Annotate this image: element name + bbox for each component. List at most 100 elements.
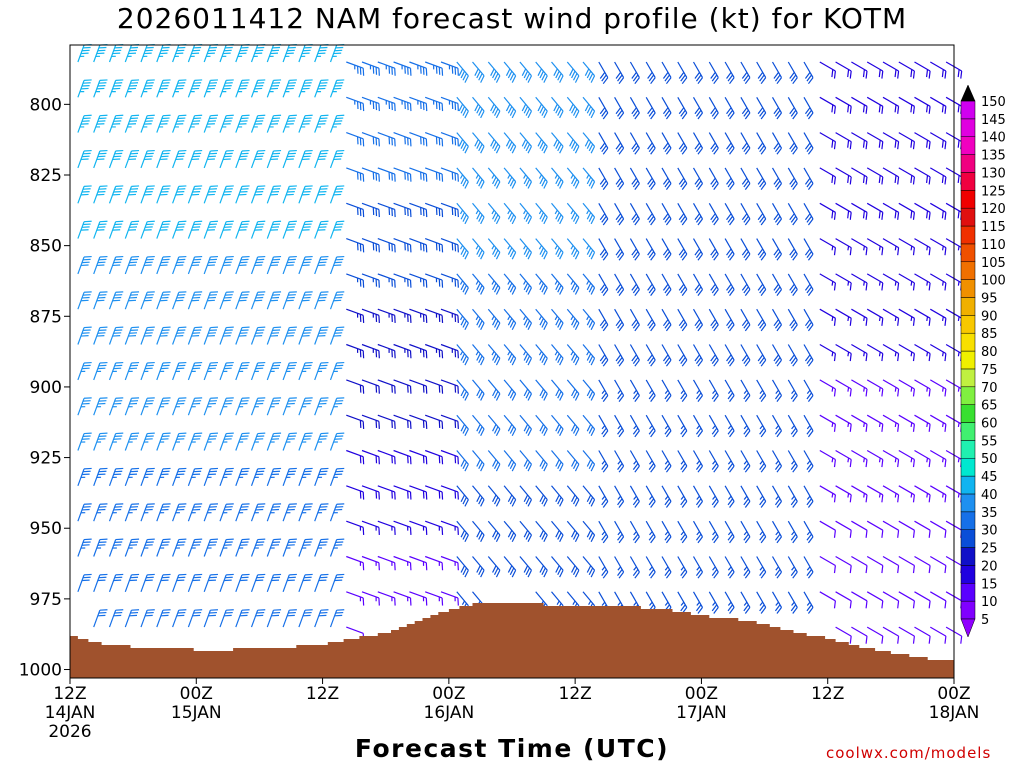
wind-barb: [551, 273, 564, 295]
wind-barb: [866, 449, 884, 468]
x-tick-label: 00Z: [685, 684, 718, 704]
colorbar-label: 140: [981, 131, 1006, 146]
wind-barb: [614, 273, 625, 296]
wind-barb: [250, 79, 266, 98]
wind-barb: [108, 573, 124, 593]
wind-barb: [835, 555, 852, 574]
wind-barb: [503, 520, 517, 543]
wind-barb: [614, 97, 625, 120]
wind-barb: [535, 344, 548, 366]
wind-barb: [914, 591, 931, 609]
wind-barb: [677, 238, 688, 261]
y-tick-label: 850: [30, 237, 62, 257]
wind-barb: [708, 238, 719, 261]
wind-barb: [377, 96, 396, 112]
wind-barb: [329, 220, 345, 239]
wind-barb: [771, 485, 783, 508]
wind-barb: [677, 414, 688, 438]
wind-barb: [140, 361, 155, 381]
wind-barb: [866, 61, 884, 79]
wind-barb: [898, 379, 915, 397]
wind-barb: [645, 97, 656, 120]
wind-barb: [692, 520, 704, 544]
wind-barb: [156, 149, 171, 169]
wind-barb: [692, 167, 704, 190]
wind-barb: [250, 255, 266, 275]
wind-barb: [203, 503, 218, 522]
wind-barb: [645, 273, 656, 296]
wind-barb: [898, 202, 915, 220]
colorbar-label: 105: [981, 256, 1006, 271]
wind-barb: [598, 308, 609, 332]
wind-barb: [266, 361, 282, 381]
wind-barb: [266, 326, 282, 345]
wind-barb: [440, 343, 459, 359]
wind-barb: [851, 520, 868, 538]
wind-barb: [835, 132, 852, 150]
wind-barb: [314, 503, 329, 522]
wind-barb: [692, 414, 704, 438]
wind-barb: [551, 61, 564, 83]
y-tick-label: 900: [30, 378, 62, 398]
wind-barb: [882, 132, 900, 150]
wind-barb: [314, 609, 329, 628]
wind-barb: [235, 255, 250, 275]
wind-barb: [803, 379, 814, 402]
wind-barb: [93, 114, 108, 133]
wind-barb: [898, 520, 915, 538]
wind-barb: [472, 202, 485, 225]
wind-barb: [456, 450, 469, 472]
wind-barb: [929, 96, 947, 114]
wind-barb: [898, 132, 915, 150]
wind-barb: [472, 344, 485, 366]
wind-barb: [771, 167, 783, 190]
wind-barb: [582, 344, 596, 366]
wind-barb: [440, 238, 459, 253]
wind-barb: [629, 450, 640, 473]
wind-barb: [140, 397, 155, 416]
wind-barb: [677, 203, 688, 226]
wind-barb: [377, 273, 396, 288]
wind-barb: [535, 520, 548, 543]
wind-barb: [250, 185, 266, 204]
wind-barb: [724, 132, 735, 155]
wind-barb: [250, 326, 266, 345]
wind-barb: [819, 132, 836, 150]
wind-barb: [503, 379, 517, 401]
wind-barb: [851, 485, 868, 503]
wind-barb: [440, 379, 459, 394]
wind-barb: [929, 449, 947, 468]
wind-barb: [456, 308, 469, 331]
wind-barb: [866, 273, 884, 291]
wind-barb: [582, 132, 596, 154]
wind-barb: [929, 202, 947, 220]
wind-barb: [661, 414, 672, 438]
wind-barb: [124, 255, 140, 275]
wind-barb: [629, 485, 640, 508]
wind-barb: [409, 414, 428, 429]
wind-barb: [535, 450, 548, 472]
colorbar-swatch: [960, 422, 976, 441]
wind-barb: [740, 273, 751, 296]
y-tick-label: 800: [30, 95, 62, 115]
wind-barb: [77, 220, 92, 239]
x-tick-label: 17JAN: [676, 703, 727, 723]
wind-barb: [771, 344, 783, 367]
wind-barb: [187, 432, 203, 451]
wind-barb: [156, 397, 171, 416]
colorbar-label: 50: [981, 452, 998, 467]
wind-barb: [282, 185, 297, 204]
wind-barb: [503, 485, 517, 507]
wind-barb: [551, 379, 564, 401]
wind-barb: [282, 397, 297, 416]
wind-barb: [661, 61, 672, 85]
wind-barb: [140, 503, 155, 522]
wind-barb: [566, 273, 580, 295]
wind-barb: [314, 432, 329, 451]
wind-barb: [835, 449, 852, 468]
wind-barb: [835, 379, 852, 397]
wind-barb: [219, 609, 234, 628]
wind-barb: [851, 238, 868, 256]
wind-barb: [266, 255, 282, 275]
wind-barb: [566, 450, 580, 472]
